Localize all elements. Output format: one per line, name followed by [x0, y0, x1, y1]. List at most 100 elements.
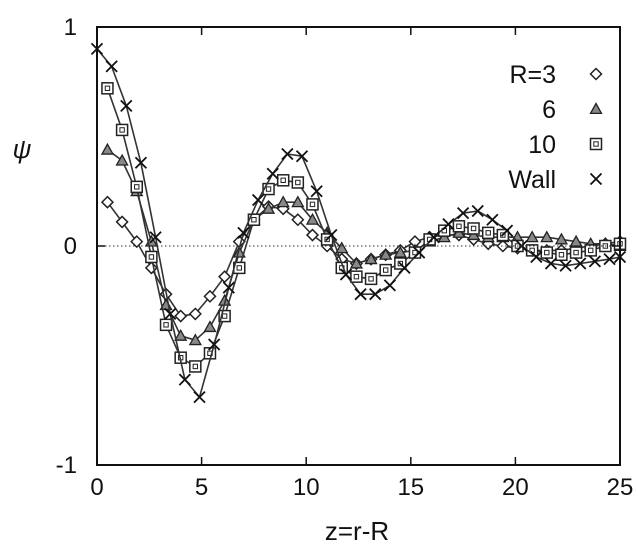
data-point [193, 390, 206, 404]
data-point-outer [189, 360, 202, 373]
data-point [261, 201, 276, 214]
data-point [496, 239, 510, 253]
data-point [335, 241, 349, 254]
data-point [208, 338, 221, 351]
data-point-inner [397, 260, 404, 267]
x-tick-label: 15 [397, 474, 424, 501]
data-point-outer [159, 318, 173, 332]
data-point [295, 150, 309, 163]
data-point [398, 261, 411, 275]
data-point [276, 174, 290, 187]
data-point [305, 212, 320, 225]
data-point [369, 288, 382, 301]
data-point [339, 268, 353, 281]
data-point-inner [119, 127, 125, 133]
data-point [349, 256, 364, 269]
data-point [174, 309, 188, 323]
data-point [115, 215, 129, 229]
data-point-inner [602, 243, 609, 249]
data-point [188, 307, 202, 321]
data-point-inner [163, 322, 169, 328]
data-point [247, 213, 261, 226]
data-point-outer [481, 226, 495, 240]
data-point [603, 253, 616, 266]
data-point-inner [588, 247, 594, 254]
data-point [291, 195, 305, 208]
data-point [423, 233, 436, 246]
data-point [500, 224, 514, 237]
legend-label: R=3 [509, 61, 556, 89]
data-point-outer [262, 182, 275, 196]
data-point [364, 272, 378, 286]
legend-label: 6 [542, 96, 556, 124]
data-point [174, 328, 188, 341]
data-point-outer [540, 246, 554, 259]
data-point-outer [467, 222, 480, 235]
data-point [164, 307, 177, 321]
data-point-inner [500, 232, 506, 238]
data-point-inner [412, 249, 418, 256]
data-point [486, 213, 499, 226]
data-point [427, 231, 440, 244]
data-point-outer [569, 246, 583, 259]
data-point [101, 82, 114, 95]
data-point-inner [382, 267, 389, 273]
data-point-inner [544, 249, 550, 256]
data-point-outer [291, 176, 305, 189]
data-point [481, 226, 495, 240]
y-tick-label: -1 [56, 452, 77, 479]
data-point [100, 142, 115, 155]
x-tick-label: 20 [502, 474, 529, 501]
data-point [364, 252, 378, 265]
data-point [291, 213, 305, 227]
data-point [569, 246, 583, 259]
y-axis-label: ψ [13, 134, 32, 164]
data-point [442, 217, 455, 231]
legend-label: 10 [528, 131, 556, 159]
data-point [218, 309, 231, 323]
data-point [291, 176, 305, 189]
data-point [266, 167, 279, 180]
data-point [115, 153, 129, 166]
data-point-outer [101, 82, 114, 95]
x-tick-label: 25 [607, 474, 634, 501]
data-point-inner [368, 276, 374, 282]
data-point [134, 156, 148, 169]
data-point [130, 235, 144, 249]
data-point [354, 288, 367, 301]
data-point-inner [236, 265, 242, 271]
data-point [100, 195, 115, 209]
data-point-inner [353, 273, 360, 280]
data-point [456, 207, 470, 220]
data-point [105, 60, 118, 73]
data-point-inner [324, 236, 330, 243]
data-point [306, 198, 319, 211]
legend-marker-inner [593, 141, 599, 147]
data-point-outer [276, 174, 290, 187]
data-point-outer [423, 233, 436, 246]
data-point [525, 230, 539, 243]
data-point [149, 231, 162, 244]
data-point [281, 147, 294, 161]
data-point-inner [295, 179, 301, 186]
data-point [262, 182, 275, 196]
legend-marker-outer [589, 137, 603, 151]
data-point [540, 230, 554, 243]
x-axis-label: z=r-R [325, 516, 389, 546]
data-point [120, 99, 133, 112]
data-point [222, 281, 235, 294]
data-point-outer [584, 244, 597, 257]
data-point [251, 193, 265, 207]
data-point-outer [438, 224, 451, 237]
data-point-inner [134, 184, 140, 190]
y-tick-label: 1 [64, 14, 77, 41]
data-point-inner [573, 249, 579, 256]
data-point [379, 263, 392, 277]
data-point [178, 373, 192, 386]
data-point-inner [104, 85, 111, 92]
data-point [276, 195, 290, 208]
data-point-inner [309, 201, 316, 208]
data-point [471, 204, 484, 218]
data-point-inner [485, 230, 491, 236]
